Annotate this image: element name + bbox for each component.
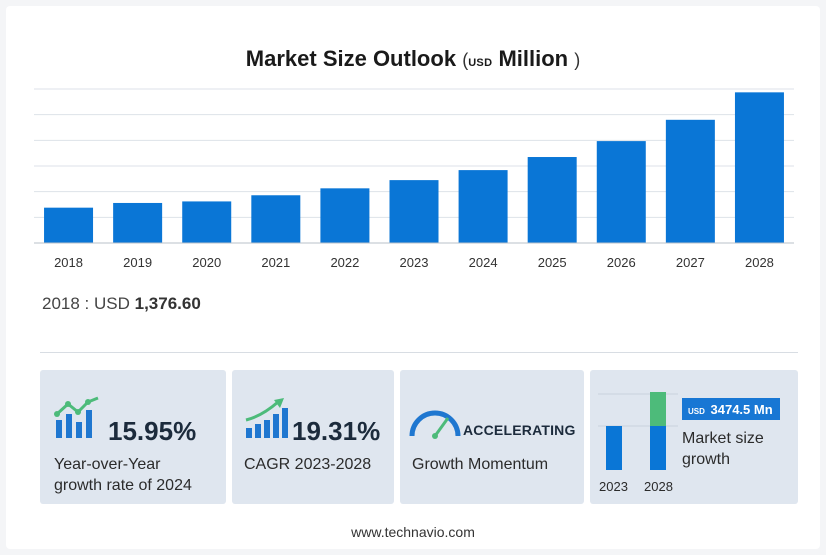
x-tick-label-2019: 2019: [123, 255, 152, 270]
bar-2023: [389, 180, 439, 243]
cagr-card: 19.31% CAGR 2023-2028: [232, 370, 394, 504]
market-year-start: 2023: [599, 479, 628, 494]
momentum-label: ACCELERATING: [463, 422, 576, 438]
yoy-card: 15.95% Year-over-Year growth rate of 202…: [40, 370, 226, 504]
title-text: Market Size Outlook: [245, 46, 457, 71]
market-caption: Market size growth: [682, 428, 764, 470]
bar-2021: [251, 195, 301, 243]
base-year-value: 1,376.60: [134, 294, 201, 313]
base-year-note: 2018 : USD 1,376.60: [42, 294, 201, 314]
yoy-caption-line2: growth rate of 2024: [54, 477, 192, 494]
momentum-card: ACCELERATING Growth Momentum: [400, 370, 584, 504]
x-tick-label-2025: 2025: [538, 255, 567, 270]
growth-chart-icon: [54, 396, 99, 438]
x-tick-label-2021: 2021: [261, 255, 290, 270]
bar-2026: [596, 141, 646, 243]
bar-2020: [182, 201, 232, 243]
momentum-caption: Growth Momentum: [412, 456, 549, 473]
x-tick-label-2024: 2024: [469, 255, 498, 270]
source-footer: www.technavio.com: [351, 524, 475, 540]
base-year-prefix: 2018 : USD: [42, 294, 130, 313]
bar-2024: [458, 170, 508, 243]
badge-usd-prefix: USD: [688, 407, 705, 416]
bar-2028: [734, 92, 784, 243]
bar-2019: [113, 202, 163, 243]
x-tick-label-2026: 2026: [607, 255, 636, 270]
yoy-value: 15.95%: [108, 416, 197, 446]
bar-2022: [320, 188, 370, 243]
yoy-caption-line1: Year-over-Year: [54, 456, 161, 473]
bar-chart: 2018 2019 2020 2021 2022 2023 2024 2025 2026 2027…: [34, 88, 794, 270]
bar-2027: [665, 119, 715, 243]
yoy-caption: Year-over-Year growth rate of 2024: [54, 454, 192, 496]
bar-2018: [44, 207, 94, 243]
badge-value: 3474.5 Mn: [710, 402, 773, 417]
x-tick-label-2028: 2028: [745, 255, 774, 270]
cagr-caption: CAGR 2023-2028: [244, 456, 372, 473]
unit-label: Million: [498, 46, 569, 71]
market-growth-card: 2023 2028 USD 3474.5 Mn Market size grow…: [590, 370, 798, 504]
market-caption-line1: Market size: [682, 430, 764, 447]
bar-trend-icon: [245, 398, 288, 438]
unit-prefix: USD: [468, 57, 493, 69]
unit-paren-close: ): [574, 50, 581, 70]
x-tick-label-2027: 2027: [676, 255, 705, 270]
unit-paren-open: (: [462, 50, 469, 70]
x-tick-label-2022: 2022: [330, 255, 359, 270]
market-caption-line2: growth: [682, 451, 731, 468]
market-year-end: 2028: [644, 479, 673, 494]
x-tick-label-2023: 2023: [400, 255, 429, 270]
x-tick-label-2020: 2020: [192, 255, 221, 270]
cagr-value: 19.31%: [292, 416, 381, 446]
market-growth-badge: USD 3474.5 Mn: [682, 398, 780, 420]
section-divider: [40, 352, 798, 353]
growth-mini-bar-icon: [598, 392, 678, 470]
bar-2025: [527, 157, 577, 243]
speedometer-icon: [409, 410, 461, 439]
chart-title: Market Size Outlook (USD Million ): [0, 46, 826, 72]
x-tick-label-2018: 2018: [54, 255, 83, 270]
